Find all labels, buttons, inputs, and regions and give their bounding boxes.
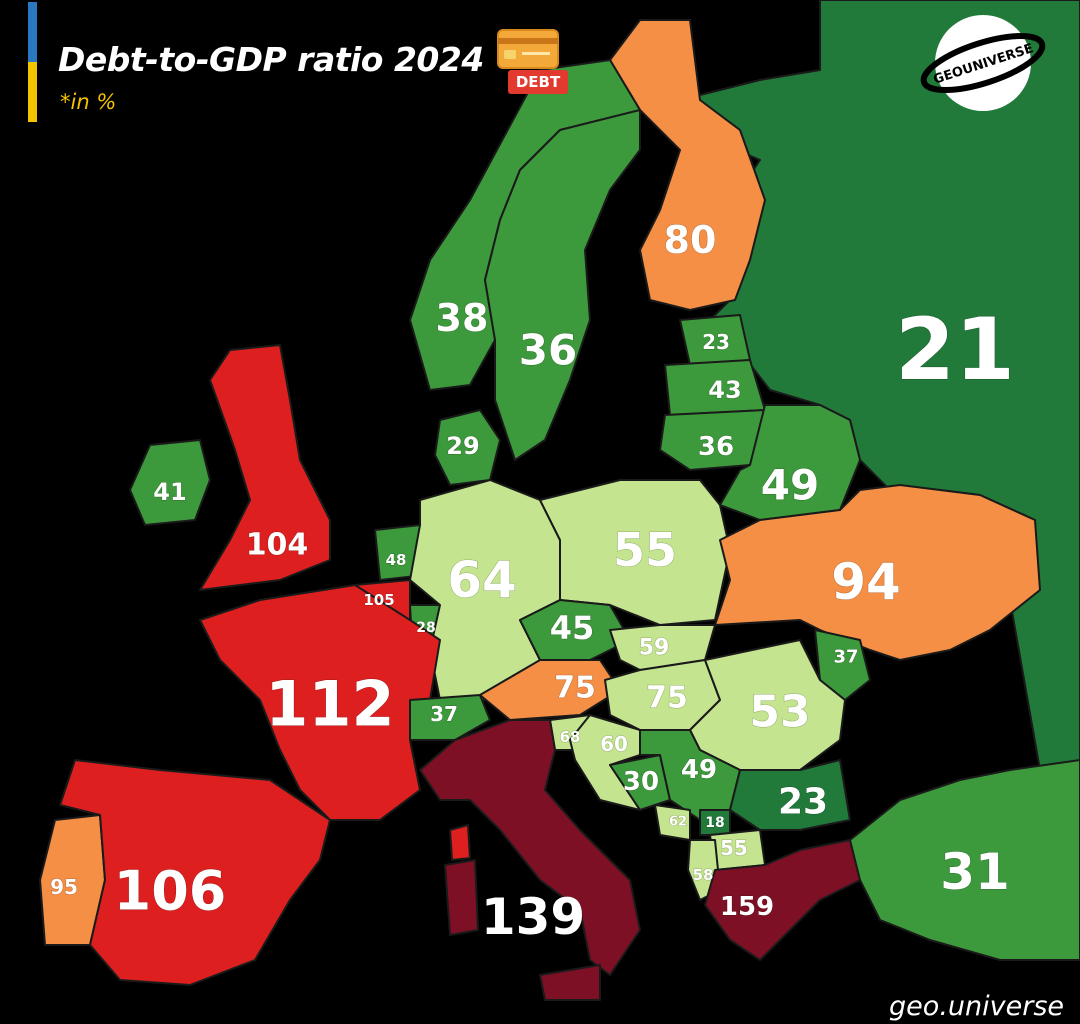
value-label-sweden: 36 (519, 326, 577, 375)
country-italy (419, 719, 641, 976)
value-label-spain: 106 (114, 860, 227, 923)
country-france (199, 584, 441, 821)
country-greece (704, 839, 861, 961)
value-label-finland: 80 (664, 218, 717, 262)
value-label-lithuania: 36 (698, 432, 734, 462)
value-label-france: 112 (265, 668, 394, 741)
flag-bar (28, 2, 37, 122)
flag-blue-stripe (28, 2, 37, 62)
value-label-serbia: 49 (681, 755, 717, 785)
value-label-bulgaria: 23 (778, 782, 828, 823)
value-label-denmark: 29 (446, 432, 479, 460)
value-label-italy: 139 (481, 888, 585, 946)
country-poland (539, 479, 731, 626)
value-label-czechia: 45 (550, 609, 595, 647)
value-label-albania: 58 (693, 866, 714, 884)
country-lithuania (659, 409, 766, 471)
value-label-switzerland: 37 (430, 702, 458, 726)
value-label-poland: 55 (613, 523, 677, 577)
value-label-slovenia: 68 (560, 728, 581, 746)
country-sweden (484, 109, 641, 461)
value-label-luxembourg: 28 (416, 620, 435, 636)
value-label-greece: 159 (720, 892, 774, 922)
country-ireland (129, 439, 211, 526)
country-switzerland (409, 694, 491, 741)
value-label-austria: 75 (554, 671, 596, 706)
value-label-romania: 53 (749, 687, 810, 738)
value-label-latvia: 43 (708, 376, 741, 404)
value-label-slovakia: 59 (639, 636, 670, 661)
value-label-moldova: 37 (833, 647, 858, 668)
country-finland (609, 19, 766, 311)
island-corsica (449, 824, 471, 861)
watermark: geo.universe (889, 991, 1064, 1022)
value-label-montenegro: 62 (669, 815, 687, 830)
geouniverse-logo: GEOUNIVERSE (920, 15, 1046, 111)
value-label-hungary: 75 (646, 681, 688, 716)
credit-card-icon (497, 29, 559, 69)
value-label-norway: 38 (436, 296, 489, 340)
value-label-ukraine: 94 (831, 553, 901, 611)
value-label-croatia: 60 (600, 732, 628, 756)
map-title: Debt-to-GDP ratio 2024 (58, 40, 484, 79)
value-label-north-macedonia: 55 (720, 836, 748, 860)
value-label-ireland: 41 (153, 478, 186, 506)
country-uk (199, 344, 331, 591)
value-label-bosnia: 30 (623, 767, 659, 797)
island-sardinia (444, 859, 479, 936)
country-moldova (814, 629, 871, 701)
island-sicily (539, 964, 601, 1001)
country-spain (59, 759, 331, 986)
value-label-uk: 104 (246, 528, 309, 563)
value-label-germany: 64 (447, 551, 517, 609)
value-label-netherlands: 48 (386, 551, 407, 569)
country-ukraine (714, 484, 1041, 661)
value-label-russia: 21 (895, 300, 1015, 400)
value-label-portugal: 95 (50, 875, 78, 899)
value-label-belgium: 105 (363, 591, 394, 609)
flag-yellow-stripe (28, 62, 37, 122)
debt-tag: DEBT (508, 70, 568, 94)
value-label-belarus: 49 (761, 461, 819, 510)
value-label-kosovo: 18 (705, 815, 724, 831)
map-subtitle: *in % (60, 90, 117, 114)
value-label-estonia: 23 (702, 330, 730, 354)
country-bulgaria (729, 759, 851, 831)
value-label-turkey: 31 (940, 843, 1010, 901)
country-turkey (849, 759, 1080, 961)
